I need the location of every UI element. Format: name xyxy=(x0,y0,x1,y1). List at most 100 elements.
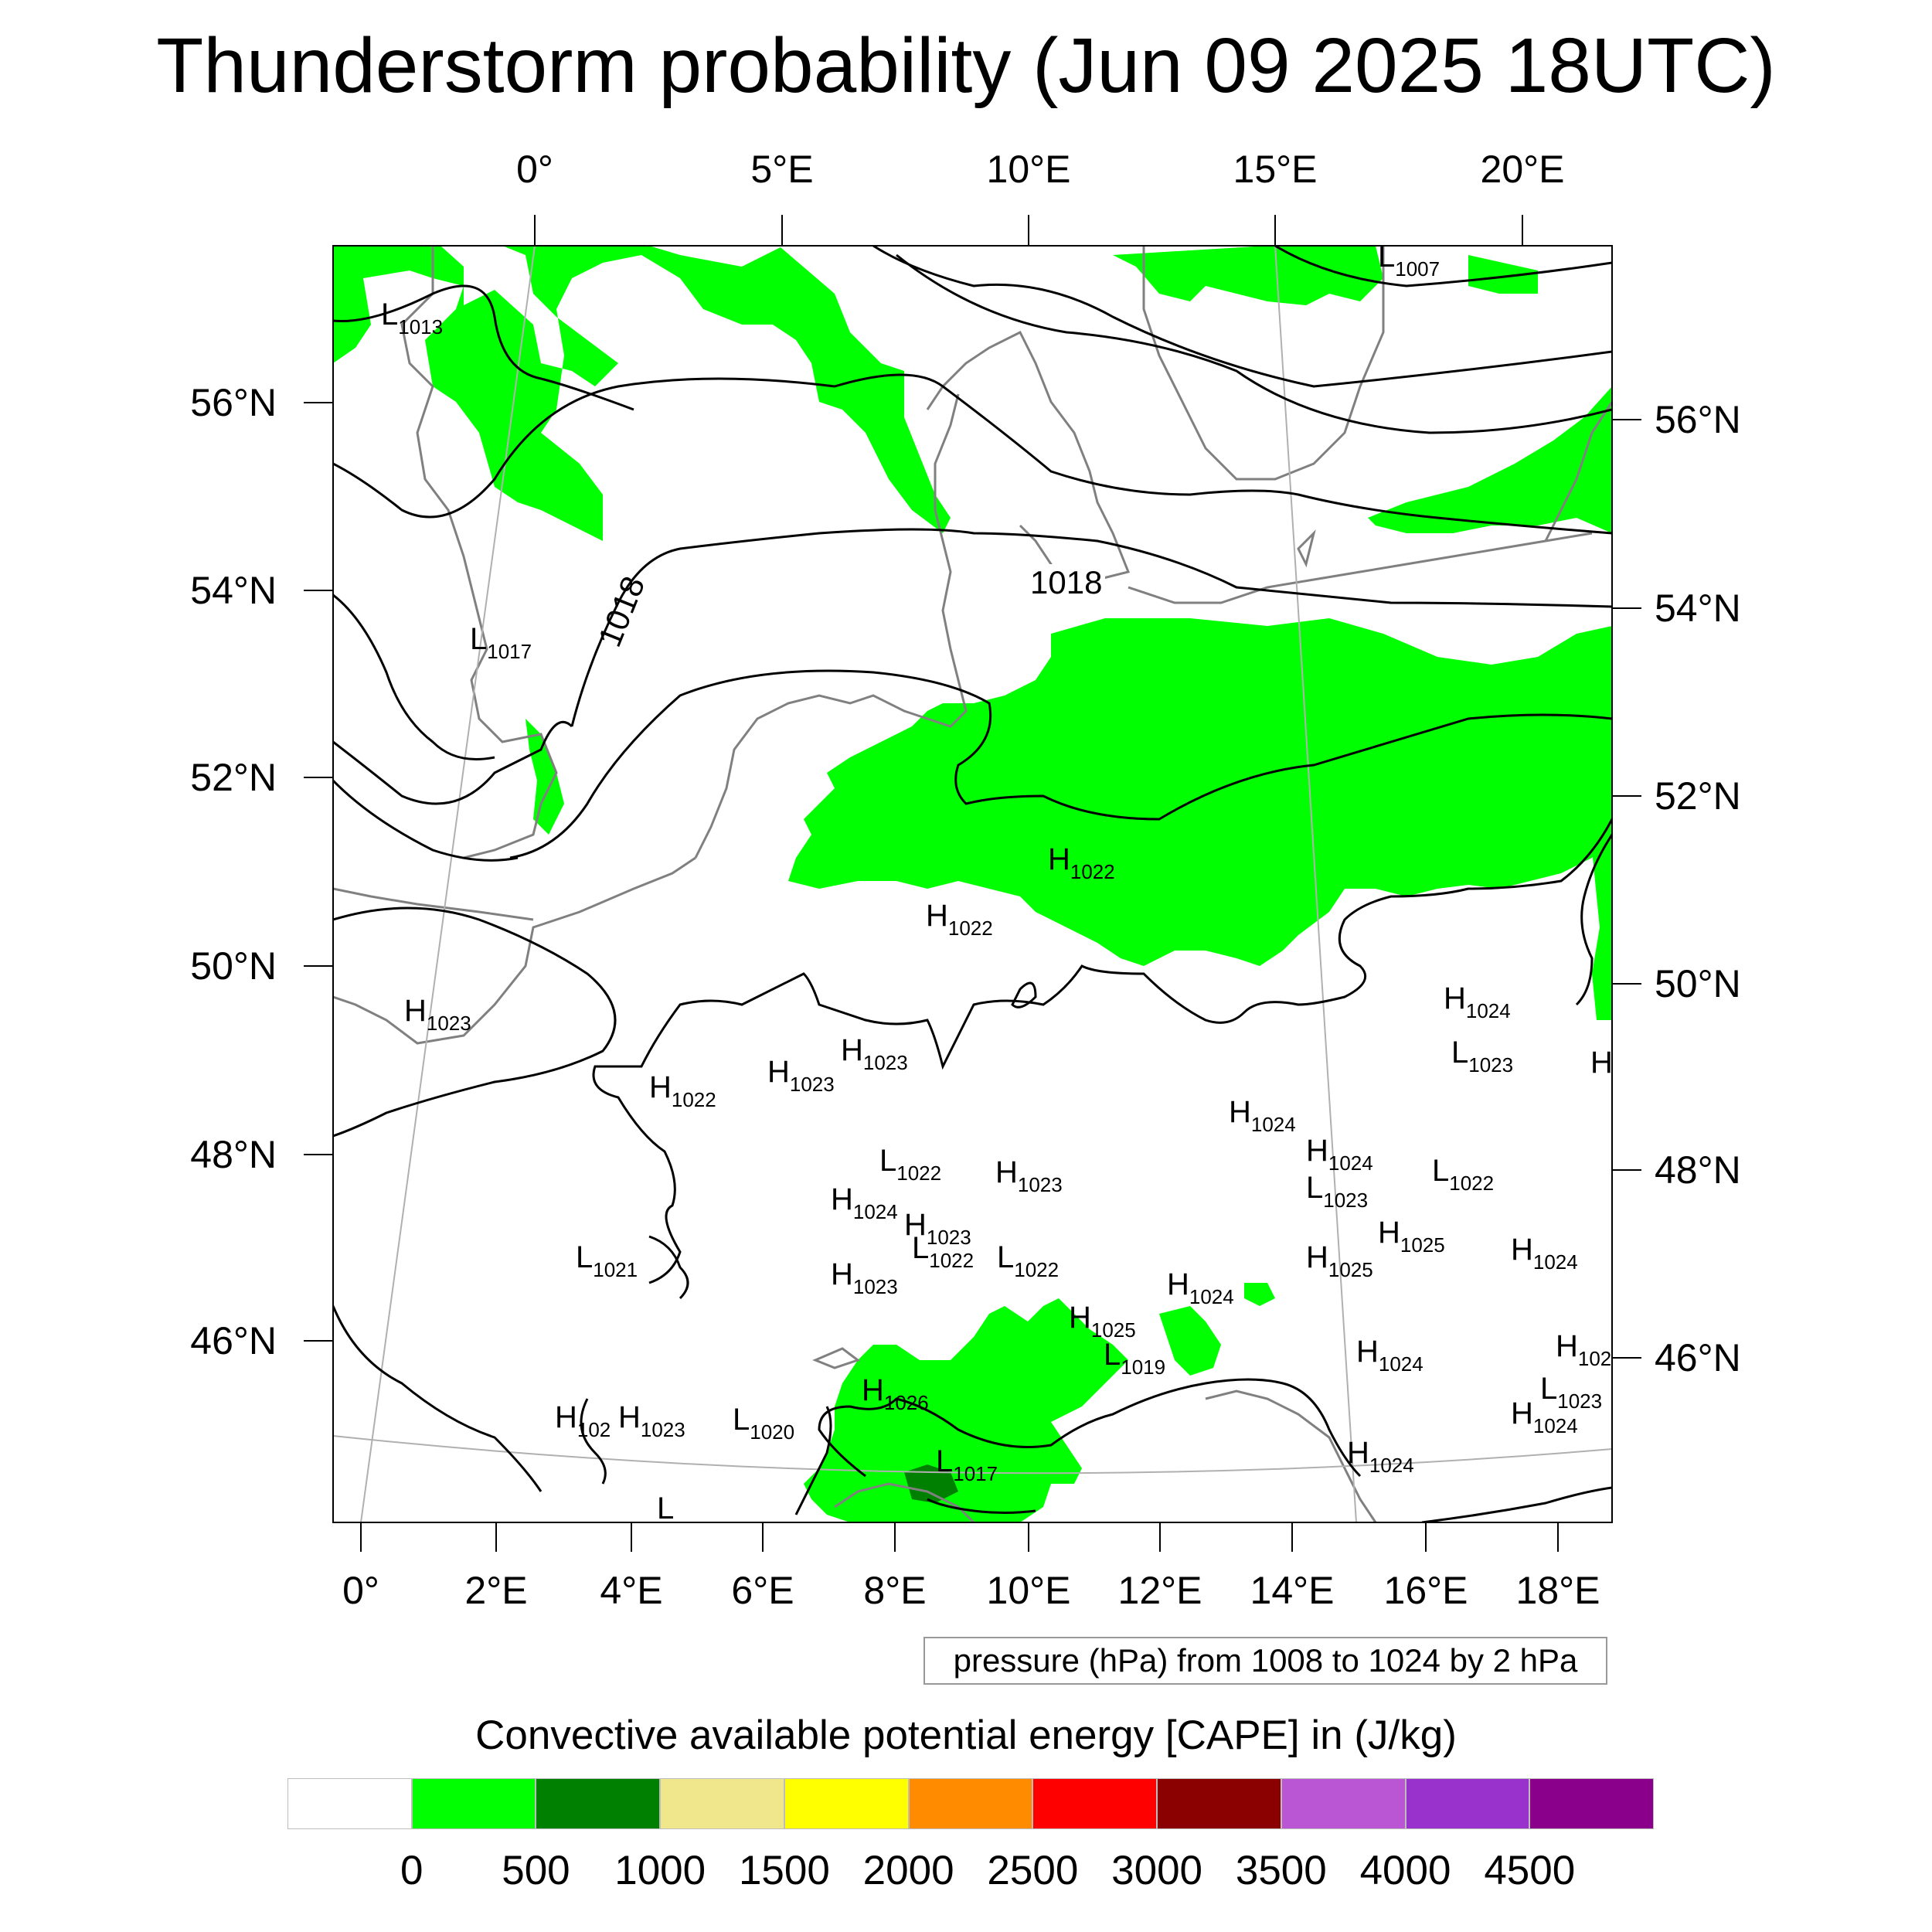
pressure-center-label: H1024 xyxy=(1167,1267,1234,1308)
coast-france-north xyxy=(333,856,696,1045)
bottom-lon-label: 10°E xyxy=(987,1569,1071,1612)
graticule-lat-45 xyxy=(333,1435,1612,1475)
right-lat-label: 54°N xyxy=(1655,587,1741,630)
pressure-center-label: H1022 xyxy=(926,899,993,940)
top-lon-label: 0° xyxy=(516,148,553,191)
colorbar-swatch xyxy=(287,1778,412,1829)
coast-sweden-south xyxy=(1142,246,1385,481)
right-lat-label: 46°N xyxy=(1655,1336,1741,1379)
tick-marks xyxy=(304,215,1641,1552)
coast-lake-geneva xyxy=(812,1347,861,1369)
right-lat-labels: 56°N 54°N 52°N 50°N 48°N 46°N xyxy=(1655,398,1741,1379)
right-lat-label: 52°N xyxy=(1655,774,1741,818)
left-lat-label: 46°N xyxy=(190,1319,277,1362)
isobars xyxy=(333,246,1612,1522)
colorbar-swatch xyxy=(1281,1778,1406,1829)
top-lon-labels: 0° 5°E 10°E 15°E 20°E xyxy=(516,148,1564,191)
map-frame xyxy=(332,245,1613,1523)
bottom-lon-label: 6°E xyxy=(731,1569,794,1612)
pressure-center-label: H1023 xyxy=(904,1208,971,1249)
cape-area-baltic xyxy=(1368,386,1612,533)
isobar-14 xyxy=(1421,1486,1612,1522)
cape-area-east-strip xyxy=(1592,835,1612,1020)
pressure-center-label: H1024 xyxy=(831,1182,898,1223)
coast-baltic-south xyxy=(1128,532,1593,604)
pressure-center-label: L1013 xyxy=(381,298,443,338)
pressure-center-label: L1019 xyxy=(1104,1338,1165,1379)
coast-channel xyxy=(333,887,534,921)
bottom-lon-label: 12°E xyxy=(1118,1569,1202,1612)
isobar-15 xyxy=(1575,834,1612,1006)
isobar-5 xyxy=(333,373,944,519)
pressure-center-label: L1017 xyxy=(470,622,532,663)
pressure-center-label: L1022 xyxy=(879,1144,941,1185)
colorbar-tick-label: 2000 xyxy=(862,1848,954,1893)
isobar-3 xyxy=(896,253,1612,434)
pressure-center-label: H1022 xyxy=(1048,842,1115,883)
pressure-center-label: L1007 xyxy=(1378,240,1440,281)
pressure-center-label: H1024 xyxy=(1306,1134,1373,1175)
bottom-lon-label: 16°E xyxy=(1384,1569,1468,1612)
top-lon-label: 20°E xyxy=(1481,148,1565,191)
bottom-lon-label: 2°E xyxy=(464,1569,527,1612)
coast-britain-east xyxy=(400,246,558,859)
colorbar-swatch xyxy=(1032,1778,1158,1829)
cape-shading-mid xyxy=(904,1464,958,1503)
pressure-center-label: L1020 xyxy=(733,1403,794,1444)
graticule-lon-0 xyxy=(360,246,536,1522)
isobar-info-box: pressure (hPa) from 1008 to 1024 by 2 hP… xyxy=(923,1637,1607,1685)
pressure-center-label: H102 xyxy=(555,1400,611,1441)
colorbar-tick-label: 4000 xyxy=(1359,1848,1451,1893)
pressure-center-label: H1023 xyxy=(995,1155,1063,1196)
cape-area-northwest xyxy=(333,246,951,541)
isobar-value-label: 1018 xyxy=(1030,564,1102,600)
left-lat-labels: 56°N 54°N 52°N 50°N 48°N 46°N xyxy=(190,381,277,1362)
colorbar-swatch xyxy=(1405,1778,1530,1829)
isobar-17 xyxy=(794,1406,832,1515)
colorbar-tick-label: 0 xyxy=(400,1848,423,1893)
pressure-center-label: L1017 xyxy=(936,1444,998,1485)
pressure-center-label: H1023 xyxy=(831,1257,898,1298)
right-lat-label: 56°N xyxy=(1655,398,1741,441)
pressure-center-label: H1024 xyxy=(1511,1396,1578,1437)
isobar-1018b xyxy=(570,528,1612,727)
pressure-center-label: H1023 xyxy=(404,994,471,1035)
isobar-label-bg xyxy=(1028,564,1105,600)
isobar-12 xyxy=(333,1305,543,1492)
colorbar-tick-label: 2500 xyxy=(987,1848,1079,1893)
colorbar-swatch xyxy=(536,1778,661,1829)
graticule-lon-15 xyxy=(1274,246,1357,1522)
isobar-19 xyxy=(648,1235,689,1300)
pressure-center-label: L1022 xyxy=(912,1231,974,1272)
pressure-center-label: L1021 xyxy=(576,1240,638,1281)
bottom-lon-label: 14°E xyxy=(1250,1569,1335,1612)
pressure-center-label: H xyxy=(1590,1046,1613,1080)
left-lat-label: 48°N xyxy=(190,1133,277,1176)
isobar-2 xyxy=(1274,246,1612,287)
pressure-center-label: L1022 xyxy=(997,1240,1059,1281)
right-lat-label: 50°N xyxy=(1655,962,1741,1005)
pressure-center-label: H1023 xyxy=(618,1400,685,1441)
colorbar-tick-label: 1500 xyxy=(738,1848,830,1893)
isobar-1018 xyxy=(333,720,573,805)
cape-area-north-east xyxy=(1468,255,1538,294)
cape-area-alps-east xyxy=(1159,1306,1221,1376)
colorbar-tick-label: 4500 xyxy=(1484,1848,1576,1893)
colorbar-tick-label: 3000 xyxy=(1111,1848,1203,1893)
pressure-center-label: L1023 xyxy=(1451,1036,1513,1077)
colorbar-tick-label: 500 xyxy=(502,1848,570,1893)
pressure-center-label: H1024 xyxy=(1511,1233,1578,1274)
cape-shading xyxy=(333,246,1612,1522)
pressure-center-label: L xyxy=(657,1492,674,1526)
cape-area-north-sweden xyxy=(1113,246,1383,305)
isobar-7 xyxy=(333,594,495,760)
isobar-16 xyxy=(927,1498,1036,1514)
isobar-18 xyxy=(1011,981,1037,1009)
bottom-lon-label: 4°E xyxy=(600,1569,662,1612)
pressure-center-label: H1024 xyxy=(1444,981,1511,1022)
cape-area-dark-green xyxy=(904,1464,958,1503)
right-lat-label: 48°N xyxy=(1655,1148,1741,1192)
top-lon-label: 15°E xyxy=(1233,148,1318,191)
cape-area-central-band xyxy=(788,618,1612,966)
